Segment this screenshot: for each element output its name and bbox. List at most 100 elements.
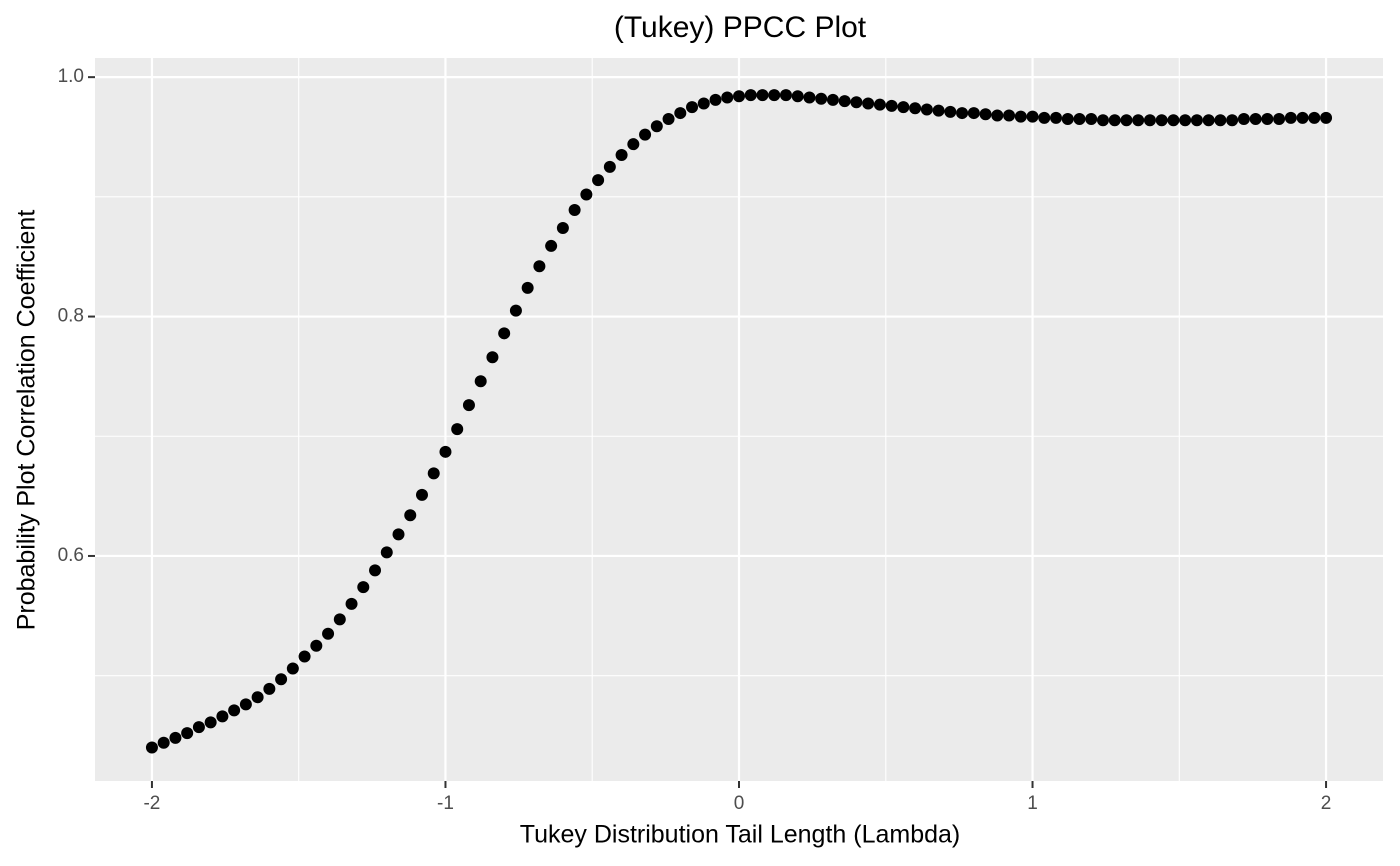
point [228,704,241,717]
point [498,327,511,340]
y-tick-label: 0.6 [58,545,84,566]
point [709,93,722,106]
point [627,138,640,151]
point [686,101,699,114]
point [826,93,839,106]
point [1026,110,1039,123]
point [239,698,252,711]
point [1308,111,1321,124]
point [768,89,781,102]
point [733,90,745,103]
axes: -2 -1 0 1 2 0.6 0.8 1.0 [58,66,1332,814]
point [615,148,628,161]
point [909,102,922,115]
point [286,662,299,675]
point [204,716,217,729]
point [1003,109,1016,122]
point [1143,114,1156,127]
point [944,105,957,118]
point [1284,111,1297,124]
point [333,613,346,626]
point [181,727,194,740]
point [1096,114,1109,127]
point [1167,114,1180,127]
point [415,488,428,501]
point [1108,114,1121,127]
point [580,188,593,201]
x-tick-label: 1 [1027,793,1038,814]
x-tick-label: -1 [437,793,454,814]
point [1320,111,1333,124]
point [1061,113,1074,126]
point [427,467,440,480]
point [1120,114,1133,127]
chart-title: (Tukey) PPCC Plot [614,11,867,44]
points [145,89,1333,754]
point [145,741,158,754]
point [1073,113,1086,126]
x-axis-label: Tukey Distribution Tail Length (Lambda) [520,821,961,849]
point [873,98,886,111]
point [721,91,734,104]
point [791,90,804,103]
point [1226,114,1239,127]
point [815,92,828,105]
point [1085,113,1098,126]
point [1214,114,1227,127]
point [310,639,323,652]
point [474,375,487,388]
point [979,108,992,121]
y-axis-label: Probability Plot Correlation Coefficient [13,210,41,631]
point [1249,113,1262,126]
point [556,221,569,234]
point [838,95,851,108]
point [1237,113,1250,126]
point [357,581,370,594]
point [216,710,229,723]
point [568,204,581,217]
point [1179,114,1192,127]
point [662,113,675,126]
point [991,109,1004,122]
point [697,97,710,110]
point [462,399,475,412]
point [369,564,382,577]
point [251,691,264,704]
x-tick-label: 2 [1321,793,1332,814]
point [263,682,276,695]
point [545,239,558,252]
point [1261,113,1274,126]
point [486,351,499,364]
point [592,174,605,187]
point [639,128,652,141]
point [380,546,393,559]
point [756,89,769,102]
point [404,509,417,522]
y-tick-label: 1.0 [58,66,84,87]
point [897,101,910,114]
point [157,736,170,749]
point [967,107,980,120]
point [439,445,452,458]
point [932,104,945,117]
point [862,97,875,110]
point [1132,114,1145,127]
point [956,107,969,120]
grid [95,58,1383,781]
point [298,650,311,663]
point [650,120,663,133]
point [603,160,616,173]
point [345,597,358,610]
x-tick-label: -2 [143,793,160,814]
y-tick-label: 0.8 [58,306,84,327]
point [1050,111,1063,124]
point [192,721,205,734]
point [1038,111,1051,124]
point [509,304,522,317]
point [920,103,933,116]
point [744,89,757,102]
point [1273,113,1286,126]
point [803,91,816,104]
point [885,99,898,112]
point [533,260,546,273]
